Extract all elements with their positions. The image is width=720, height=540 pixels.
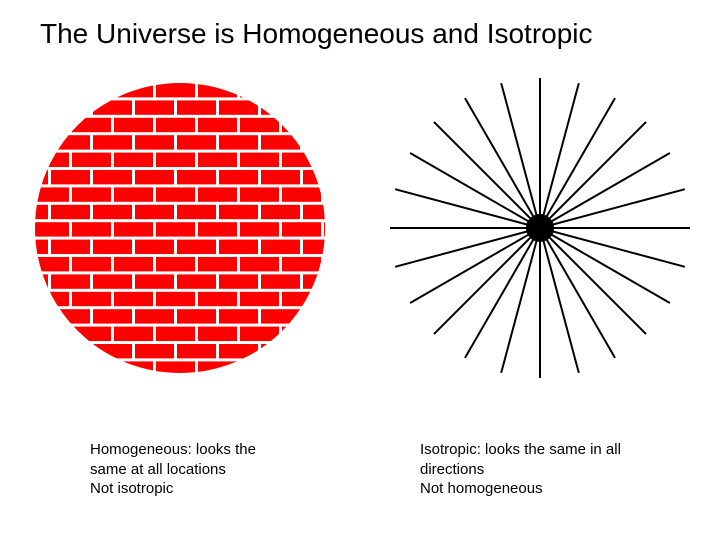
radial-lines-svg — [390, 78, 690, 378]
brick-circle-figure — [30, 78, 330, 378]
caption-line: Not isotropic — [90, 479, 330, 499]
caption-line: Not homogeneous — [420, 479, 680, 499]
panel-isotropic — [360, 78, 720, 378]
caption-isotropic: Isotropic: looks the same in all directi… — [420, 440, 680, 499]
caption-line: directions — [420, 460, 680, 480]
caption-line: Isotropic: looks the same in all — [420, 440, 680, 460]
caption-line: Homogeneous: looks the — [90, 440, 330, 460]
panel-homogeneous — [0, 78, 360, 378]
brick-circle-svg — [30, 78, 330, 378]
radial-lines-figure — [390, 78, 690, 378]
caption-homogeneous: Homogeneous: looks the same at all locat… — [90, 440, 330, 499]
panels-row — [0, 78, 720, 378]
page-title: The Universe is Homogeneous and Isotropi… — [40, 18, 700, 50]
caption-line: same at all locations — [90, 460, 330, 480]
